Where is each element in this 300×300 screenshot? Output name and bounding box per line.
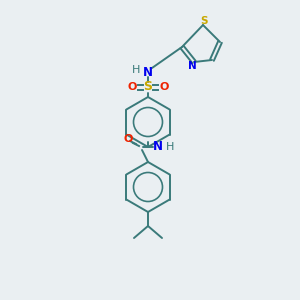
- Text: O: O: [127, 82, 137, 92]
- Text: H: H: [166, 142, 174, 152]
- Text: N: N: [153, 140, 163, 154]
- Text: S: S: [200, 16, 208, 26]
- Text: N: N: [143, 65, 153, 79]
- Text: O: O: [123, 134, 133, 144]
- Text: O: O: [159, 82, 169, 92]
- Text: H: H: [132, 65, 140, 75]
- Text: N: N: [188, 61, 196, 71]
- Text: S: S: [143, 80, 152, 94]
